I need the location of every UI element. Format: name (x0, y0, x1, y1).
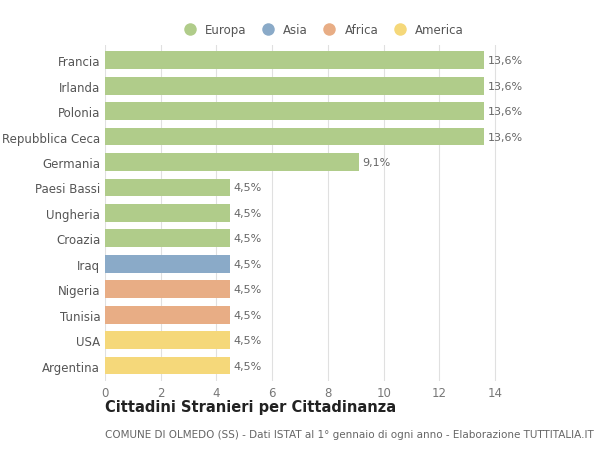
Text: 4,5%: 4,5% (234, 259, 262, 269)
Text: 13,6%: 13,6% (487, 82, 523, 91)
Bar (105, 78, 484, 95)
Text: 13,6%: 13,6% (487, 132, 523, 142)
Text: 4,5%: 4,5% (234, 183, 262, 193)
Text: 4,5%: 4,5% (234, 361, 262, 371)
Bar (105, 255, 230, 273)
Text: 13,6%: 13,6% (487, 56, 523, 66)
Bar (105, 306, 230, 324)
Bar (105, 230, 230, 248)
Bar (105, 179, 230, 197)
Bar (105, 154, 359, 172)
Text: 4,5%: 4,5% (234, 285, 262, 295)
Text: 9,1%: 9,1% (362, 158, 390, 168)
Text: 4,5%: 4,5% (234, 336, 262, 345)
Text: 4,5%: 4,5% (234, 234, 262, 244)
Bar (105, 103, 484, 121)
Text: Cittadini Stranieri per Cittadinanza: Cittadini Stranieri per Cittadinanza (105, 399, 396, 414)
Bar (105, 52, 484, 70)
Bar (105, 281, 230, 298)
Text: 13,6%: 13,6% (487, 107, 523, 117)
Text: 4,5%: 4,5% (234, 208, 262, 218)
Bar (105, 205, 230, 222)
Bar (105, 129, 484, 146)
Text: 4,5%: 4,5% (234, 310, 262, 320)
Legend: Europa, Asia, Africa, America: Europa, Asia, Africa, America (178, 24, 464, 37)
Bar (105, 331, 230, 349)
Text: COMUNE DI OLMEDO (SS) - Dati ISTAT al 1° gennaio di ogni anno - Elaborazione TUT: COMUNE DI OLMEDO (SS) - Dati ISTAT al 1°… (105, 429, 594, 439)
Bar (105, 357, 230, 375)
